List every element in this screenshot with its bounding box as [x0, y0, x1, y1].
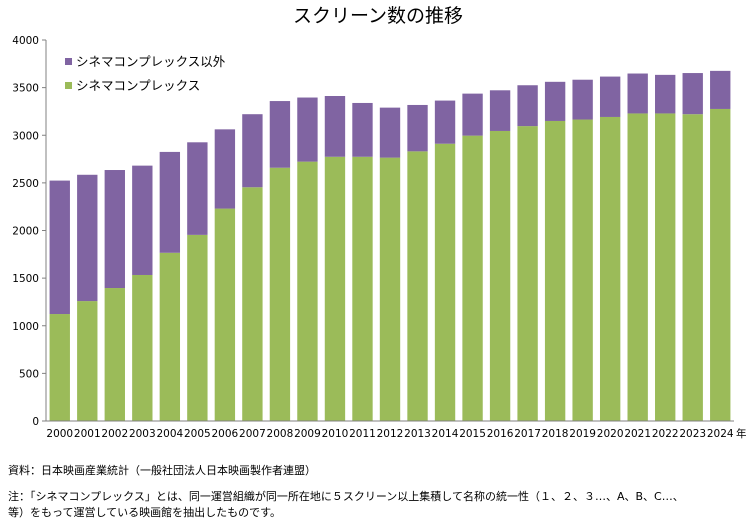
- bar-cinema-complex-2004: [159, 252, 181, 421]
- bar-cinema-complex-2014: [434, 143, 456, 422]
- y-tick-label: 1000: [12, 321, 39, 333]
- x-tick-label: 2023: [679, 428, 706, 440]
- y-tick-label: 0: [32, 416, 39, 428]
- x-tick-label: 2013: [404, 428, 431, 440]
- x-tick-label: 2021: [624, 428, 651, 440]
- legend-label: シネマコンプレックス以外: [76, 54, 226, 69]
- y-tick-label: 2000: [12, 226, 39, 238]
- bar-non-cinema-complex-2000: [49, 180, 70, 315]
- bar-non-cinema-complex-2020: [599, 76, 621, 117]
- bar-cinema-complex-2012: [379, 157, 401, 422]
- bar-non-cinema-complex-2006: [214, 129, 236, 209]
- bar-non-cinema-complex-2024: [710, 70, 731, 109]
- bar-non-cinema-complex-2008: [269, 101, 291, 168]
- bar-non-cinema-complex-2018: [544, 81, 566, 121]
- bar-cinema-complex-2011: [352, 156, 373, 422]
- bar-cinema-complex-2003: [132, 274, 153, 421]
- x-tick-label: 2002: [101, 428, 128, 440]
- bar-cinema-complex-2018: [544, 120, 566, 422]
- bar-non-cinema-complex-2014: [434, 100, 456, 144]
- bar-non-cinema-complex-2001: [77, 174, 98, 302]
- x-tick-label: 2016: [487, 428, 514, 440]
- x-tick-label: 2005: [184, 428, 211, 440]
- y-axis: 0 500 1000 1500 2000 2500 3000 3500 4000: [12, 35, 47, 428]
- x-tick-label: 2019: [569, 428, 596, 440]
- x-tick-label: 2015: [459, 428, 486, 440]
- y-tick-label: 3500: [12, 83, 39, 95]
- x-tick-label: 2001: [74, 428, 101, 440]
- bar-cinema-complex-2021: [627, 113, 648, 422]
- x-tick-label: 2018: [542, 428, 569, 440]
- x-tick-label: 2003: [129, 428, 156, 440]
- bar-cinema-complex-2005: [187, 234, 208, 421]
- bar-cinema-complex-2007: [242, 187, 263, 421]
- x-tick-label: 2012: [377, 428, 404, 440]
- bar-non-cinema-complex-2009: [297, 97, 318, 162]
- bar-cinema-complex-2015: [462, 135, 483, 422]
- bar-cinema-complex-2017: [517, 126, 538, 421]
- bar-cinema-complex-2023: [682, 114, 703, 421]
- x-tick-label: 2014: [432, 428, 459, 440]
- bar-non-cinema-complex-2021: [627, 73, 648, 114]
- bar-cinema-complex-2001: [77, 301, 98, 421]
- source-note: 資料：日本映画産業統計（一般社団法人日本映画製作者連盟）: [8, 464, 316, 477]
- x-tick-label: 2004: [156, 428, 183, 440]
- x-tick-label: 2006: [212, 428, 239, 440]
- x-tick-label: 2008: [267, 428, 294, 440]
- legend-label: シネマコンプレックス: [76, 78, 200, 93]
- bar-cinema-complex-2013: [407, 151, 428, 422]
- bar-cinema-complex-2020: [599, 116, 621, 421]
- x-tick-label: 2010: [322, 428, 349, 440]
- y-tick-label: 1500: [12, 273, 39, 285]
- x-tick-label: 2007: [239, 428, 266, 440]
- y-tick-label: 2500: [12, 178, 39, 190]
- x-tick-label: 2017: [514, 428, 541, 440]
- bar-cinema-complex-2002: [104, 288, 125, 421]
- bar-non-cinema-complex-2019: [572, 79, 593, 120]
- bar-non-cinema-complex-2016: [489, 90, 511, 131]
- y-tick-label: 4000: [12, 35, 39, 47]
- bar-non-cinema-complex-2017: [517, 85, 538, 127]
- y-tick-label: 3000: [12, 130, 39, 142]
- bar-non-cinema-complex-2011: [352, 102, 373, 157]
- x-tick-label: 2000: [46, 428, 73, 440]
- bar-non-cinema-complex-2012: [379, 107, 401, 158]
- bar-cinema-complex-2019: [572, 119, 593, 421]
- x-tick-label: 2024: [707, 428, 734, 440]
- bar-non-cinema-complex-2002: [104, 170, 125, 289]
- bar-cinema-complex-2008: [269, 167, 291, 421]
- notes: 資料：日本映画産業統計（一般社団法人日本映画製作者連盟） 注：「シネマコンプレッ…: [8, 463, 752, 521]
- y-tick-label: 500: [19, 368, 39, 380]
- bar-cinema-complex-2016: [489, 130, 511, 421]
- bar-non-cinema-complex-2007: [242, 114, 263, 188]
- bar-cinema-complex-2024: [710, 108, 731, 421]
- bar-non-cinema-complex-2015: [462, 93, 483, 136]
- bar-non-cinema-complex-2013: [407, 104, 428, 152]
- chart-title: スクリーン数の推移: [293, 5, 463, 27]
- bar-cinema-complex-2022: [655, 113, 676, 422]
- bar-non-cinema-complex-2003: [132, 165, 153, 275]
- bar-cinema-complex-2006: [214, 208, 236, 421]
- bars: [49, 70, 731, 422]
- definition-note-line-1: 注：「シネマコンプレックス」とは、同一運営組織が同一所在地に５スクリーン以上集積…: [8, 490, 684, 503]
- legend-swatch: [65, 58, 72, 65]
- bar-cinema-complex-2010: [324, 156, 346, 422]
- x-tick-label: 2009: [294, 428, 321, 440]
- bar-cinema-complex-2000: [49, 314, 70, 421]
- bar-cinema-complex-2009: [297, 161, 318, 421]
- bar-non-cinema-complex-2004: [159, 151, 181, 253]
- definition-note-line-2: 等）をもって運営している映画館を抽出したものです。: [8, 506, 282, 519]
- legend-swatch: [65, 82, 72, 89]
- x-axis-unit-label: 年: [736, 427, 747, 440]
- bar-non-cinema-complex-2023: [682, 73, 703, 115]
- bar-non-cinema-complex-2022: [655, 74, 676, 114]
- bar-non-cinema-complex-2010: [324, 96, 346, 157]
- bar-non-cinema-complex-2005: [187, 142, 208, 235]
- x-tick-label: 2022: [652, 428, 679, 440]
- x-tick-label: 2020: [597, 428, 624, 440]
- x-axis: 2000 2001 2002 2003 2004 2005 2006 2007 2008 2009…: [46, 420, 734, 440]
- chart: スクリーン数の推移 0 500 1000 1500 2000 2500 3000 3500 40…: [12, 5, 747, 440]
- x-tick-label: 2011: [349, 428, 376, 440]
